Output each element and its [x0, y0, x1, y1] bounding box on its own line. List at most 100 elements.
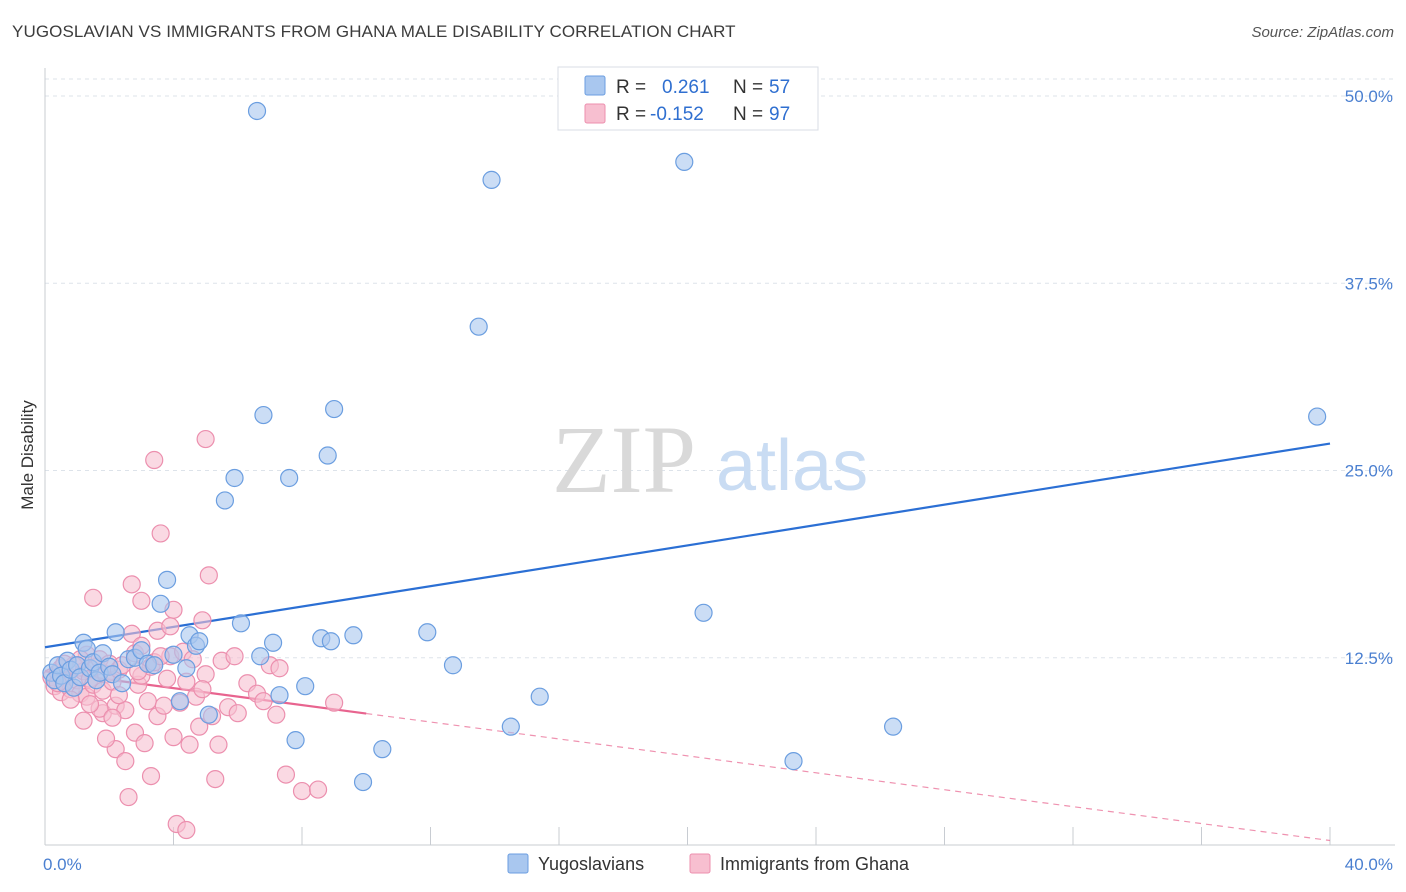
chart-title: YUGOSLAVIAN VS IMMIGRANTS FROM GHANA MAL…	[12, 22, 736, 41]
point-yugoslavian	[784, 752, 803, 771]
point-yugoslavian	[286, 731, 305, 750]
watermark: ZIP atlas	[552, 406, 868, 513]
series-yugoslavians-points	[42, 101, 1327, 792]
y-tick-labels: 12.5% 25.0% 37.5% 50.0%	[1345, 87, 1393, 668]
point-ghana	[122, 575, 141, 594]
point-yugoslavian	[263, 633, 283, 652]
point-yugoslavian	[1308, 407, 1327, 426]
point-ghana	[116, 752, 135, 771]
point-yugoslavian	[501, 717, 520, 736]
legend-swatch-ghana	[584, 103, 606, 124]
point-yugoslavian	[145, 656, 164, 675]
point-ghana	[270, 659, 289, 678]
point-yugoslavian	[247, 101, 267, 121]
point-yugoslavian	[530, 687, 549, 706]
point-yugoslavian	[177, 659, 196, 678]
bottom-legend-label-ghana: Immigrants from Ghana	[720, 854, 910, 874]
point-ghana	[138, 692, 157, 711]
x-tick-label: 0.0%	[43, 855, 82, 874]
point-yugoslavian	[353, 772, 373, 792]
legend-r-value-2: -0.152	[650, 104, 704, 125]
legend-n-label-1: N =	[733, 77, 763, 98]
point-yugoslavian	[883, 717, 903, 736]
y-tick-label: 12.5%	[1345, 649, 1393, 668]
point-yugoslavian	[157, 570, 177, 589]
legend-n-value-2: 97	[769, 104, 790, 125]
point-ghana	[228, 704, 247, 723]
bottom-legend-label-yugoslavians: Yugoslavians	[538, 854, 644, 874]
point-ghana	[84, 588, 103, 607]
point-ghana	[199, 566, 218, 585]
legend-n-value-1: 57	[769, 77, 790, 98]
point-yugoslavian	[482, 170, 501, 189]
point-ghana	[180, 735, 199, 754]
legend-r-label-2: R =	[616, 104, 646, 125]
point-yugoslavian	[344, 626, 363, 645]
point-ghana	[154, 696, 173, 715]
x-tick-label: 40.0%	[1345, 855, 1393, 874]
point-yugoslavian	[225, 468, 244, 488]
point-ghana	[193, 611, 212, 630]
point-ghana	[308, 780, 328, 799]
stats-legend: R = 0.261 N = 57 R = -0.152 N = 97	[557, 66, 819, 131]
point-ghana	[103, 708, 122, 727]
point-yugoslavian	[443, 656, 463, 675]
y-tick-label: 50.0%	[1345, 87, 1393, 106]
point-ghana	[141, 766, 161, 786]
point-ghana	[145, 450, 164, 470]
point-ghana	[132, 591, 151, 610]
point-yugoslavian	[321, 632, 341, 651]
point-yugoslavian	[164, 645, 183, 664]
point-yugoslavian	[151, 594, 170, 613]
point-ghana	[254, 692, 273, 711]
point-yugoslavian	[190, 632, 209, 651]
point-yugoslavian	[270, 686, 289, 705]
point-yugoslavian	[215, 491, 234, 510]
bottom-legend-swatch-ghana	[689, 853, 711, 874]
legend-n-label-2: N =	[733, 104, 763, 125]
point-yugoslavian	[106, 623, 125, 642]
point-yugoslavian	[199, 705, 218, 724]
point-yugoslavian	[296, 677, 315, 696]
watermark-zip: ZIP	[552, 406, 696, 513]
point-ghana	[74, 711, 93, 730]
point-ghana	[151, 524, 170, 543]
y-axis-label: Male Disability	[18, 400, 37, 510]
point-ghana	[190, 717, 209, 736]
watermark-atlas: atlas	[716, 426, 868, 506]
point-ghana	[209, 735, 228, 754]
point-yugoslavian	[170, 692, 190, 711]
point-ghana	[157, 669, 177, 688]
bottom-legend-swatch-yugoslavians	[507, 853, 529, 874]
trend-line-yugoslavians	[44, 442, 1331, 649]
legend-r-label-1: R =	[616, 77, 646, 98]
point-yugoslavian	[254, 405, 273, 425]
point-yugoslavian	[112, 674, 132, 693]
point-ghana	[135, 734, 154, 753]
point-ghana	[196, 429, 215, 449]
legend-r-value-1: 0.261	[662, 77, 710, 98]
grid	[45, 78, 1395, 659]
point-ghana	[225, 647, 244, 666]
point-ghana	[325, 693, 344, 712]
point-ghana	[206, 769, 225, 789]
point-ghana	[276, 765, 296, 784]
legend-swatch-yugoslavians	[584, 75, 606, 96]
axes	[44, 68, 1395, 846]
point-yugoslavian	[251, 647, 270, 666]
point-yugoslavian	[694, 603, 713, 622]
point-ghana	[196, 665, 215, 684]
point-ghana	[96, 729, 116, 748]
point-ghana	[267, 705, 286, 724]
point-ghana	[292, 781, 312, 801]
point-yugoslavian	[280, 468, 299, 488]
point-ghana	[80, 695, 100, 714]
source-label: Source: ZipAtlas.com	[1251, 24, 1394, 41]
point-yugoslavian	[675, 152, 694, 172]
point-ghana	[164, 728, 183, 747]
series-legend: Yugoslavians Immigrants from Ghana	[507, 853, 910, 874]
trend-line-ghana-extension	[366, 712, 1331, 842]
point-yugoslavian	[469, 317, 488, 336]
point-yugoslavian	[418, 623, 437, 642]
